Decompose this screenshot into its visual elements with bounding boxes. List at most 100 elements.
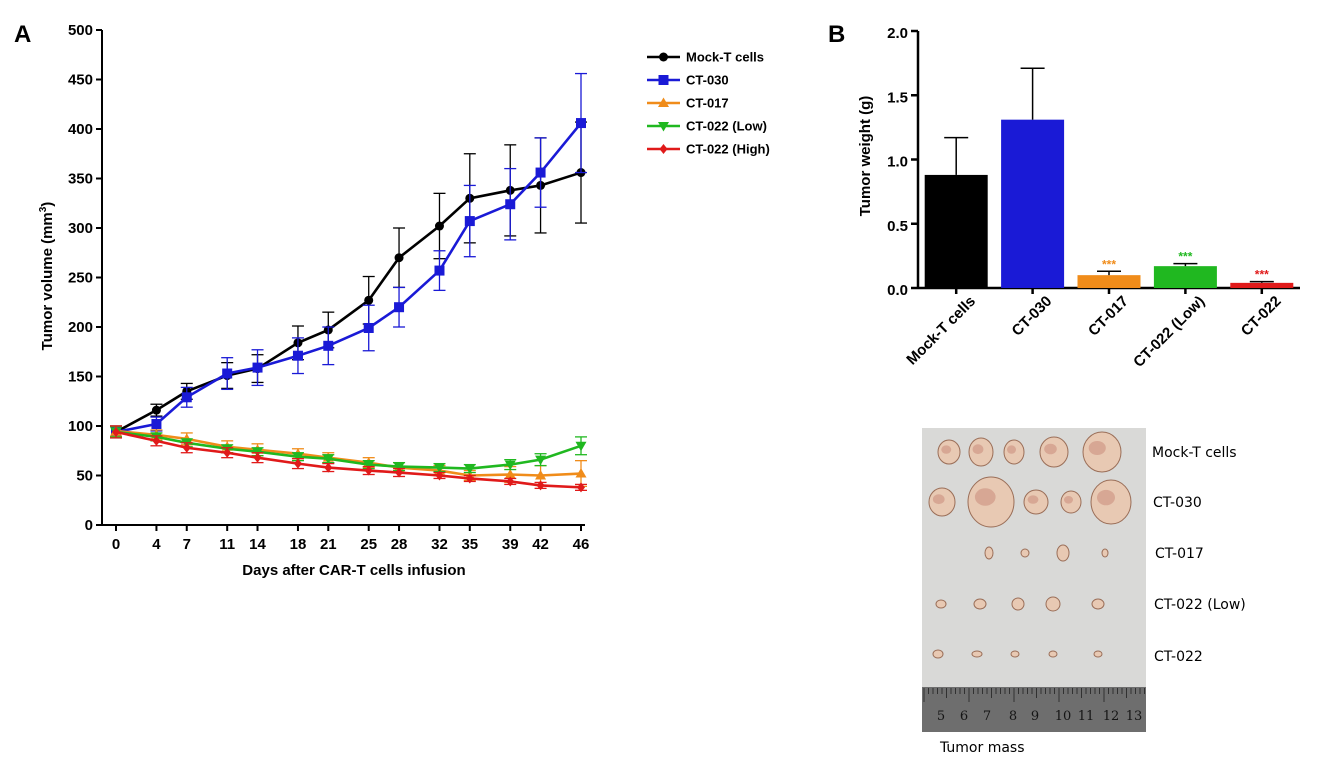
line-chart-series (110, 72, 587, 493)
significance-marker: *** (1255, 268, 1269, 282)
data-point (577, 482, 585, 493)
x-tick-label: 0 (112, 536, 120, 553)
data-point (505, 199, 516, 210)
x-tick-label: 11 (219, 536, 235, 553)
data-point (363, 460, 375, 471)
series-line (115, 122, 583, 434)
ruler-number: 12 (1103, 709, 1120, 724)
legend-label: CT-017 (686, 96, 729, 111)
data-point (363, 322, 374, 333)
data-point (151, 405, 161, 415)
ruler-number: 13 (1126, 709, 1143, 724)
x-tick-label: 21 (320, 536, 337, 553)
ruler-number: 5 (937, 709, 945, 724)
data-point (535, 167, 546, 178)
photo-row-label: CT-022 (1154, 649, 1203, 665)
bar-group: Mock-T cells (903, 136, 988, 369)
line-chart-y-axis-title: Tumor volume (mm3) (38, 202, 56, 351)
bar (1230, 282, 1294, 288)
bar (1153, 266, 1217, 288)
series-ct-017 (110, 425, 587, 488)
bar-group: *** CT-022 (1230, 268, 1294, 340)
tumor-shading (1027, 495, 1039, 504)
data-point (322, 454, 334, 465)
ruler-ticks (923, 688, 1145, 702)
tumor-shading (1007, 445, 1016, 454)
x-tick-label: 46 (573, 536, 590, 553)
photo-row-label: Mock-T cells (1152, 445, 1237, 461)
tumor-shading (941, 445, 952, 454)
data-point (506, 476, 515, 487)
data-point (504, 460, 516, 471)
data-point (292, 452, 304, 463)
tumor-specimen (984, 546, 994, 560)
line-chart-axes (101, 30, 585, 526)
significance-marker: *** (1102, 257, 1116, 271)
y-axis-title-superscript: 3 (38, 206, 49, 212)
tumor-specimen (935, 599, 947, 609)
y-tick-label: 200 (68, 319, 93, 336)
tumor-shading (974, 488, 996, 506)
ruler-number: 9 (1031, 709, 1039, 724)
tumor-specimen (932, 649, 944, 659)
y-tick-label: 500 (68, 22, 93, 39)
line-chart-x-axis-title: Days after CAR-T cells infusion (242, 562, 465, 579)
x-tick-label: 7 (183, 536, 191, 553)
x-tick-label: 35 (461, 536, 478, 553)
data-point (464, 216, 475, 227)
photo-row-label: CT-022 (Low) (1154, 597, 1246, 613)
data-point (535, 455, 547, 466)
data-point (434, 221, 444, 231)
data-point (435, 470, 444, 481)
tumor-shading (972, 444, 984, 455)
data-point (433, 463, 445, 474)
ruler-number: 6 (960, 709, 968, 724)
tumor-specimen (1011, 597, 1025, 611)
bar-chart-y-axis-title: Tumor weight (g) (857, 96, 874, 217)
tumor-specimen (1045, 596, 1061, 612)
photo-row-label: CT-030 (1153, 495, 1202, 511)
tumor-specimen (1093, 650, 1103, 658)
x-tick-label: 32 (431, 536, 448, 553)
tumor-specimen (1020, 548, 1030, 558)
bar-y-tick-label: 0.0 (887, 282, 908, 299)
data-point (504, 469, 516, 479)
bar-y-tick-label: 2.0 (887, 25, 908, 42)
data-point (575, 468, 587, 478)
data-point (394, 302, 405, 313)
line-chart-ticks: 0 50 100 150 200 250 300 350 400 450 500 0 4 7 11 14 18 2… (68, 22, 589, 553)
series-mock-t-cells (110, 121, 587, 439)
bar (1077, 275, 1141, 288)
series-line (115, 430, 582, 489)
y-tick-label: 0 (85, 517, 93, 534)
data-point (223, 447, 232, 458)
data-point (293, 458, 302, 469)
bar-x-tick-label: Mock-T cells (903, 293, 979, 369)
data-point (324, 462, 333, 473)
x-tick-label: 14 (249, 536, 266, 553)
series-line (115, 171, 582, 434)
tumor-specimen (973, 598, 987, 610)
bar-group: *** CT-017 (1077, 257, 1141, 340)
significance-marker: *** (1178, 250, 1192, 264)
x-tick-label: 25 (360, 536, 377, 553)
series-line (115, 430, 582, 470)
legend-label: CT-030 (686, 73, 729, 88)
bar-x-tick-label: CT-022 (Low) (1130, 293, 1208, 371)
tumor-specimen (1091, 598, 1105, 610)
y-axis-title-end: ) (39, 202, 56, 207)
tumor-specimens (928, 431, 1132, 659)
tumor-mass-photo: 5 6 7 8 9 10 11 12 13 Mock-T cells CT-030 CT-017 CT… (922, 428, 1246, 756)
photo-row-label: CT-017 (1155, 546, 1204, 562)
photo-caption: Tumor mass (939, 740, 1025, 756)
x-tick-label: 18 (290, 536, 307, 553)
x-tick-label: 4 (152, 536, 161, 553)
bar-group: CT-030 (1001, 67, 1065, 340)
legend-label: CT-022 (Low) (686, 119, 767, 134)
ruler (922, 687, 1146, 732)
tumor-shading (1044, 443, 1057, 455)
bar-y-tick-label: 1.0 (887, 154, 908, 171)
data-point (395, 467, 404, 478)
data-point (576, 118, 586, 129)
series-line (115, 429, 582, 477)
